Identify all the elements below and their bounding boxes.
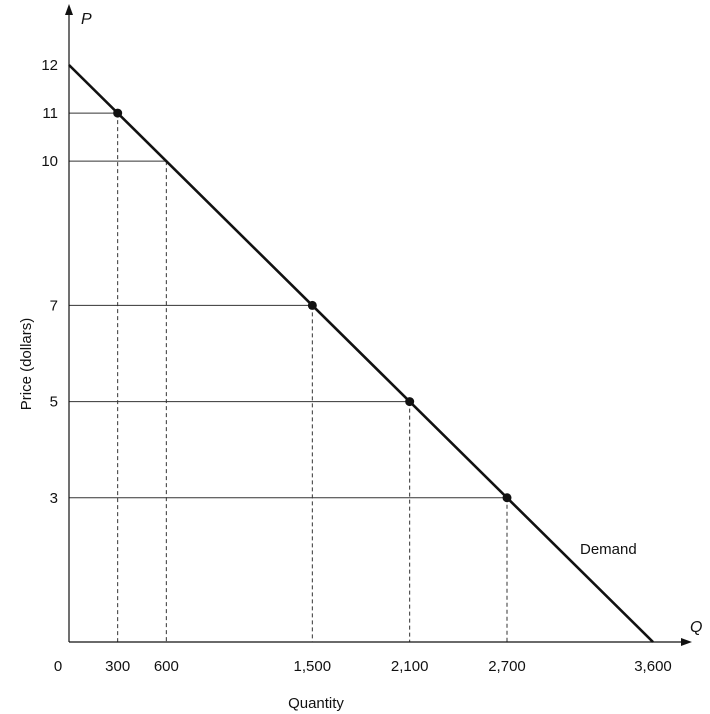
x-tick-label: 1,500 [294,658,332,675]
x-tick-label: 300 [105,658,130,675]
y-tick-label: 3 [50,490,58,507]
demand-curve [68,64,654,643]
y-tick-label: 5 [50,394,58,411]
guide-lines [69,112,508,642]
x-axis-symbol: Q [690,619,702,636]
y-tick-label: 12 [41,57,58,74]
origin-label: 0 [54,658,62,675]
x-tick-label: 2,700 [488,658,526,675]
series-layer [68,64,654,643]
x-tick-label: 3,600 [634,658,672,675]
y-tick-label: 11 [42,105,58,122]
demand-point [307,300,317,310]
y-axis-title: Price (dollars) [18,318,35,411]
demand-point [113,108,123,118]
x-tick-labels: 300 600 1,500 2,100 2,700 3,600 [105,658,672,675]
y-axis-symbol: P [81,11,92,28]
x-axis-title: Quantity [288,695,344,712]
y-axis-arrow [65,4,73,15]
y-tick-label: 10 [41,153,58,170]
points-layer [113,108,512,503]
x-axis-arrow [681,638,692,646]
demand-point [405,397,415,407]
demand-curve-label: Demand [580,541,637,558]
demand-point [502,493,512,503]
x-tick-label: 2,100 [391,658,429,675]
y-tick-labels: 3 5 7 10 11 12 [41,57,58,507]
y-tick-label: 7 [50,297,58,314]
x-tick-label: 600 [154,658,179,675]
